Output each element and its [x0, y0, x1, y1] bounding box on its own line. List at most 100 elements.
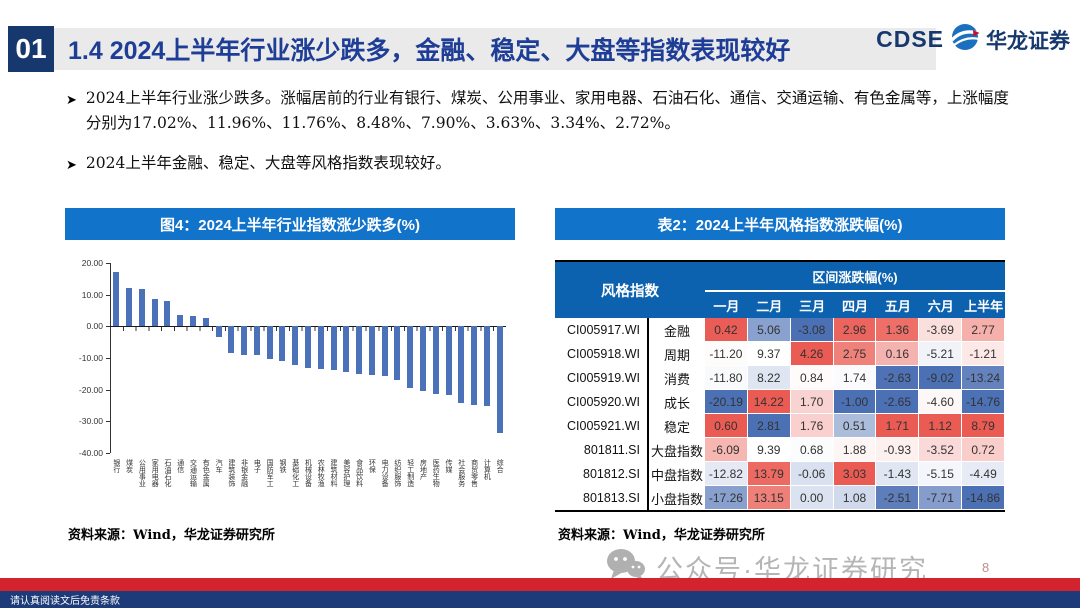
x-label-传媒: 传媒 [445, 459, 453, 473]
index-name: 周期 [647, 342, 705, 366]
value-cell: 0.42 [705, 318, 748, 342]
value-cell: 9.39 [747, 438, 791, 462]
table-row-小盘指数: 801813.SI 小盘指数 -17.26 13.15 0.00 1.08 -2.51 -7.… [555, 486, 1005, 510]
column-header-上半年: 上半年 [964, 298, 1004, 314]
y-tick-mark [106, 326, 110, 328]
cdse-globe-icon [950, 22, 980, 57]
value-cell: -3.52 [919, 438, 963, 462]
table-row-消费: CI005919.WI 消费 -11.80 8.22 0.84 1.74 -2.63 -9.0… [555, 366, 1005, 390]
column-header-三月: 三月 [799, 298, 826, 314]
bar-传媒 [445, 326, 452, 396]
bar-通信 [177, 314, 184, 327]
x-label-家用电器: 家用电器 [151, 459, 159, 487]
y-tick-label: -30.00 [78, 416, 103, 427]
value-cell: -7.71 [919, 486, 963, 510]
bar-有色金属 [202, 317, 209, 327]
value-cell: 1.71 [876, 414, 920, 438]
value-cell: 1.88 [833, 438, 877, 462]
table-row-周期: CI005918.WI 周期 -11.20 9.37 4.26 2.75 0.16 -5.21… [555, 342, 1005, 366]
value-cell: 2.96 [833, 318, 877, 342]
value-cell: 13.79 [747, 462, 791, 486]
index-code: CI005921.WI [567, 419, 640, 433]
section-number: 01 [15, 33, 47, 64]
y-tick-mark [106, 453, 110, 454]
bar-社会服务 [458, 326, 465, 403]
value-cell: -11.80 [705, 366, 748, 390]
bar-环保 [368, 326, 375, 376]
bar-机械设备 [305, 326, 311, 369]
wechat-icon [606, 548, 646, 587]
logo-company-name: 华龙证券 [986, 29, 1070, 53]
bullet-arrow-icon: ➤ [66, 93, 77, 108]
value-cell: 1.36 [876, 318, 920, 342]
x-label-电子: 电子 [253, 459, 261, 473]
footer-disclaimer-bar: 请认真阅读文后免责条款 [0, 591, 1080, 608]
value-cell: -4.60 [919, 390, 963, 414]
value-cell: 1.76 [790, 414, 834, 438]
x-label-银行: 银行 [112, 459, 120, 473]
column-header-四月: 四月 [841, 298, 868, 314]
column-header-六月: 六月 [927, 298, 954, 314]
value-cell: 3.03 [833, 462, 877, 486]
column-header-二月: 二月 [756, 298, 783, 314]
index-name: 成长 [647, 390, 705, 414]
company-logo: CDSE 华龙证券 [876, 22, 1070, 57]
table-row-大盘指数: 801811.SI 大盘指数 -6.09 9.39 0.68 1.88 -0.93 -3.52… [555, 438, 1005, 462]
index-code: CI005920.WI [567, 395, 640, 409]
value-cell: 9.37 [747, 342, 791, 366]
footer-red-bar [0, 578, 1080, 591]
x-label-公用事业: 公用事业 [138, 459, 146, 487]
value-cell: 1.70 [790, 390, 834, 414]
value-cell: -4.49 [962, 462, 1005, 486]
bullet-arrow-icon: ➤ [66, 158, 77, 173]
value-cell: 0.68 [790, 438, 834, 462]
bar-食品饮料 [356, 326, 363, 374]
y-tick-mark [106, 294, 110, 296]
value-cell: 2.81 [747, 414, 791, 438]
y-tick-mark [106, 263, 110, 264]
x-label-基础化工: 基础化工 [291, 459, 299, 487]
x-label-煤炭: 煤炭 [125, 459, 133, 473]
index-name: 金融 [647, 318, 705, 342]
bar-基础化工 [292, 326, 299, 365]
index-code: CI005917.WI [567, 323, 640, 337]
bar-建筑材料 [330, 326, 337, 371]
bar-美容护理 [343, 326, 350, 372]
index-name: 消费 [647, 366, 705, 390]
page-number: 8 [982, 560, 990, 575]
value-cell: 2.77 [962, 318, 1005, 342]
table-row-成长: CI005920.WI 成长 -20.19 14.22 1.70 -1.00 -2.65 -4… [555, 390, 1005, 414]
x-label-医药生物: 医药生物 [432, 459, 440, 487]
y-tick-label: -20.00 [78, 384, 103, 395]
page-title: 1.4 2024上半年行业涨少跌多，金融、稳定、大盘等指数表现较好 [68, 37, 791, 65]
value-cell: 0.51 [833, 414, 877, 438]
y-tick-mark [106, 358, 110, 359]
bar-电力设备 [381, 326, 388, 377]
value-cell: -0.06 [790, 462, 834, 486]
value-cell: 5.06 [747, 318, 791, 342]
bar-钢铁 [279, 326, 286, 362]
bar-汽车 [215, 326, 222, 338]
x-label-环保: 环保 [368, 459, 376, 473]
x-label-机械设备: 机械设备 [304, 459, 312, 487]
index-code: 801813.SI [583, 491, 640, 505]
bar-煤炭 [126, 288, 133, 327]
value-cell: -14.86 [962, 486, 1005, 510]
table2-title: 表2：2024上半年风格指数涨跌幅(%) [657, 216, 903, 234]
x-label-汽车: 汽车 [215, 459, 223, 473]
bar-电子 [253, 326, 260, 356]
bar-农林牧渔 [317, 326, 324, 370]
value-cell: -2.51 [876, 486, 920, 510]
bullet-item-1: ➤ 2024上半年行业涨少跌多。涨幅居前的行业有银行、煤炭、公用事业、家用电器、… [66, 86, 1024, 136]
bullet-text-1: 2024上半年行业涨少跌多。涨幅居前的行业有银行、煤炭、公用事业、家用电器、石油… [85, 89, 1009, 132]
value-cell: 2.75 [833, 342, 877, 366]
value-cell: -2.63 [876, 366, 920, 390]
x-label-食品饮料: 食品饮料 [355, 459, 363, 487]
value-cell: -2.65 [876, 390, 920, 414]
bar-银行 [113, 272, 120, 327]
value-cell: -0.93 [876, 438, 920, 462]
table2-title-bar: 表2：2024上半年风格指数涨跌幅(%) [555, 208, 1005, 240]
table-header-group: 风格指数 [601, 283, 659, 300]
index-code: 801811.SI [583, 443, 640, 457]
x-label-综合: 综合 [496, 459, 504, 473]
